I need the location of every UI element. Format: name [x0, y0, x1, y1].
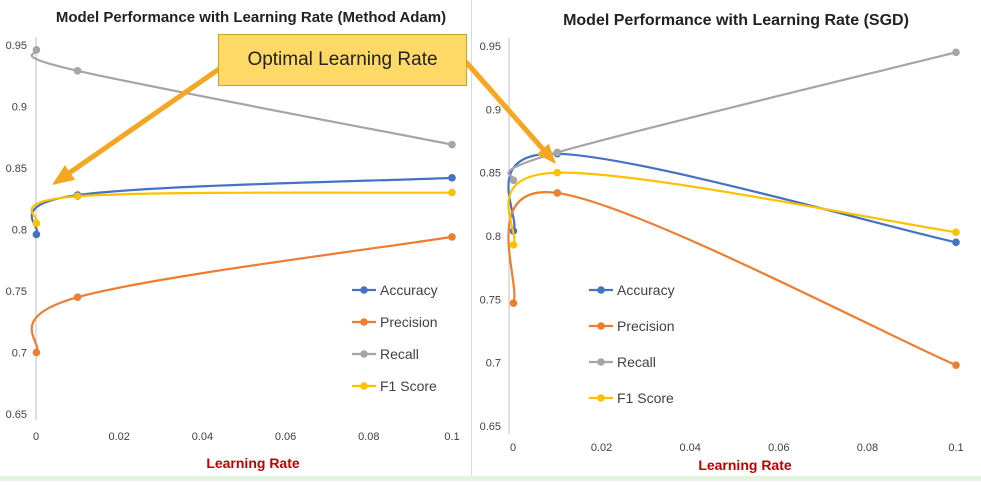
data-point-f1-score — [32, 219, 41, 228]
series-line-accuracy — [30, 176, 453, 236]
x-tick-label: 0.02 — [108, 431, 129, 443]
legend-label-precision: Precision — [380, 314, 438, 330]
x-tick-label: 0.04 — [192, 431, 213, 443]
y-tick-label: 0.95 — [480, 41, 501, 53]
chart-adam: Model Performance with Learning Rate (Me… — [6, 9, 460, 471]
data-point-f1-score — [952, 228, 960, 236]
x-tick-label: 0.08 — [358, 431, 379, 443]
y-tick-label: 0.9 — [12, 102, 27, 114]
legend-label-f1-score: F1 Score — [617, 390, 674, 406]
x-tick-label: 0.1 — [948, 442, 963, 454]
y-tick-label: 0.65 — [6, 409, 27, 421]
y-tick-label: 0.85 — [480, 168, 501, 180]
data-point-precision — [553, 189, 562, 197]
series-line-precision — [507, 191, 957, 367]
legend-marker-recall — [597, 358, 605, 366]
data-point-recall — [32, 46, 41, 54]
chart-title: Model Performance with Learning Rate (SG… — [563, 12, 909, 29]
optimal-learning-rate-callout: Optimal Learning Rate — [218, 34, 467, 86]
y-tick-label: 0.9 — [486, 104, 501, 116]
data-point-f1-score — [73, 192, 82, 201]
series-line-f1-score — [30, 191, 453, 225]
chart-sgd: Model Performance with Learning Rate (SG… — [480, 12, 964, 473]
legend-marker-accuracy — [597, 286, 605, 294]
data-point-f1-score — [509, 241, 518, 249]
x-axis-label: Learning Rate — [698, 457, 792, 473]
bottom-strip — [0, 476, 981, 481]
data-point-precision — [32, 348, 41, 357]
x-tick-label: 0.06 — [275, 431, 296, 443]
data-point-accuracy — [448, 174, 456, 182]
y-tick-label: 0.7 — [486, 358, 501, 370]
data-point-recall — [509, 176, 518, 185]
x-tick-label: 0.08 — [857, 442, 878, 454]
y-tick-label: 0.8 — [486, 231, 501, 243]
series-line-precision — [30, 235, 453, 354]
callout-text: Optimal Learning Rate — [247, 49, 438, 70]
series-line-recall — [507, 51, 957, 182]
legend-marker-precision — [360, 318, 368, 326]
legend-marker-precision — [597, 322, 605, 330]
chart-title: Model Performance with Learning Rate (Me… — [56, 9, 446, 26]
data-point-recall — [952, 48, 960, 57]
x-tick-label: 0 — [33, 431, 39, 443]
legend-marker-recall — [360, 350, 368, 358]
y-tick-label: 0.75 — [6, 286, 27, 298]
x-tick-label: 0.06 — [768, 442, 789, 454]
data-point-recall — [448, 140, 456, 149]
legend-marker-accuracy — [360, 286, 368, 294]
chart-panel-sgd: Model Performance with Learning Rate (SG… — [473, 0, 981, 481]
legend-label-accuracy: Accuracy — [380, 282, 438, 298]
data-point-f1-score — [448, 188, 456, 197]
data-point-precision — [952, 361, 960, 370]
data-point-precision — [73, 293, 82, 301]
legend-label-accuracy: Accuracy — [617, 282, 675, 298]
y-tick-label: 0.95 — [6, 40, 27, 52]
x-axis-label: Learning Rate — [206, 455, 300, 471]
data-point-recall — [553, 148, 562, 157]
y-tick-label: 0.65 — [480, 421, 501, 433]
y-tick-label: 0.7 — [12, 348, 27, 360]
x-tick-label: 0.02 — [591, 442, 612, 454]
y-tick-label: 0.75 — [480, 294, 501, 306]
legend-marker-f1-score — [360, 382, 368, 390]
legend-label-recall: Recall — [380, 346, 419, 362]
y-tick-label: 0.85 — [6, 163, 27, 175]
data-point-recall — [73, 67, 82, 75]
data-point-f1-score — [553, 168, 562, 177]
data-point-precision — [509, 299, 518, 307]
legend-label-precision: Precision — [617, 318, 675, 334]
legend-label-f1-score: F1 Score — [380, 378, 437, 394]
data-point-precision — [448, 233, 456, 241]
data-point-accuracy — [32, 230, 41, 239]
series-line-accuracy — [507, 152, 957, 244]
x-tick-label: 0.04 — [679, 442, 700, 454]
legend-label-recall: Recall — [617, 354, 656, 370]
legend-marker-f1-score — [597, 394, 605, 402]
x-tick-label: 0 — [510, 442, 516, 454]
data-point-accuracy — [952, 238, 960, 247]
series-line-f1-score — [507, 171, 957, 246]
y-tick-label: 0.8 — [12, 225, 27, 237]
x-tick-label: 0.1 — [444, 431, 459, 443]
